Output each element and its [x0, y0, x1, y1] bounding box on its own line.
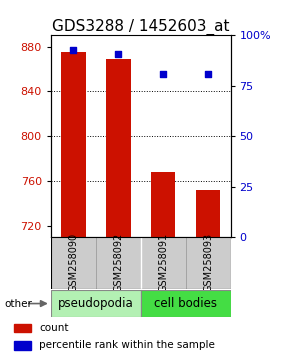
Title: GDS3288 / 1452603_at: GDS3288 / 1452603_at: [52, 19, 229, 35]
Text: cell bodies: cell bodies: [154, 297, 217, 310]
Point: [116, 51, 120, 56]
Bar: [14, 324, 31, 332]
Text: count: count: [39, 323, 69, 333]
Point: [71, 47, 75, 52]
Point: [206, 71, 210, 76]
Bar: [186, 237, 231, 289]
Text: GSM258090: GSM258090: [68, 233, 78, 292]
Text: GSM258092: GSM258092: [113, 233, 123, 292]
Point: [161, 71, 165, 76]
Bar: [196, 190, 220, 237]
Text: pseudopodia: pseudopodia: [58, 297, 134, 310]
Text: percentile rank within the sample: percentile rank within the sample: [39, 340, 215, 350]
Bar: [141, 290, 231, 317]
Text: GSM258091: GSM258091: [158, 233, 168, 292]
Text: other: other: [4, 298, 32, 309]
Text: GSM258093: GSM258093: [203, 233, 213, 292]
Bar: [51, 237, 96, 289]
Bar: [106, 59, 130, 237]
Bar: [96, 237, 141, 289]
Bar: [51, 290, 141, 317]
Bar: [141, 237, 186, 289]
Bar: [61, 52, 86, 237]
Bar: [151, 172, 175, 237]
Bar: [14, 341, 31, 350]
